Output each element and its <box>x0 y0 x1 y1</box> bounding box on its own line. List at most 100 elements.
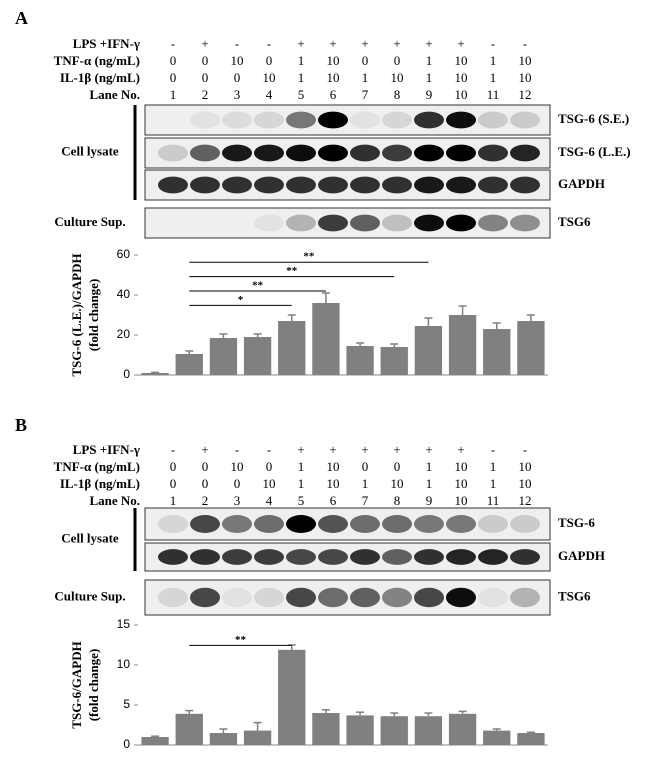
y-tick-label: 0 <box>123 737 130 751</box>
significance-label: ** <box>303 251 315 263</box>
treatment-value: - <box>171 36 175 51</box>
blot-band <box>222 515 252 533</box>
blot-band <box>222 111 252 129</box>
blot-band <box>158 515 188 533</box>
blot-band <box>510 549 540 565</box>
blot-label: TSG-6 (S.E.) <box>558 111 629 126</box>
treatment-value: - <box>235 442 239 457</box>
blot-band <box>446 144 476 162</box>
blot-band <box>382 587 412 608</box>
blot-label: TSG-6 (L.E.) <box>558 144 631 159</box>
blot-band <box>190 111 220 129</box>
significance-label: ** <box>235 634 247 646</box>
blot-label: GAPDH <box>558 176 605 191</box>
blot-band <box>190 144 220 162</box>
blot-band <box>254 549 284 565</box>
treatment-value: - <box>491 36 495 51</box>
treatment-label: TNF-α (ng/mL) <box>54 53 140 68</box>
treatment-value: 0 <box>362 459 369 474</box>
treatment-value: 0 <box>234 70 241 85</box>
group-label: Cell lysate <box>61 530 119 545</box>
treatment-value: - <box>523 442 527 457</box>
y-axis-label: TSG-6/GAPDH <box>69 641 84 728</box>
blot-band <box>382 549 412 565</box>
treatment-value: 9 <box>426 87 433 102</box>
treatment-value: 9 <box>426 493 433 508</box>
treatment-value: 0 <box>202 476 209 491</box>
bar <box>312 713 340 745</box>
bar <box>414 326 443 375</box>
y-tick-label: 15 <box>117 617 131 631</box>
blot-band <box>478 587 508 608</box>
treatment-value: - <box>171 442 175 457</box>
treatment-label: IL-1β (ng/mL) <box>60 476 140 491</box>
blot-band <box>414 587 444 608</box>
blot-band <box>414 176 444 194</box>
treatment-value: 0 <box>170 459 177 474</box>
blot-band <box>382 214 412 232</box>
blot-band <box>350 111 380 129</box>
blot-band <box>382 515 412 533</box>
y-tick-label: 60 <box>117 247 131 261</box>
bar <box>346 346 374 375</box>
blot-band <box>446 515 476 533</box>
blot-band <box>190 515 220 533</box>
treatment-value: 5 <box>298 87 305 102</box>
blot-label: TSG6 <box>558 214 591 229</box>
blot-band <box>254 214 284 232</box>
bar <box>243 337 272 375</box>
treatment-value: 10 <box>263 476 276 491</box>
treatment-value: 3 <box>234 493 241 508</box>
blot-band <box>446 111 476 129</box>
blot-band <box>478 549 508 565</box>
treatment-value: 10 <box>391 476 404 491</box>
blot-band <box>478 515 508 533</box>
treatment-value: - <box>267 36 271 51</box>
blot-band <box>318 549 348 565</box>
blot-band <box>286 111 316 129</box>
treatment-value: 1 <box>362 70 369 85</box>
treatment-value: 11 <box>487 87 500 102</box>
y-axis-label: TSG-6 (L.E.)/GAPDH <box>69 253 84 376</box>
treatment-value: 0 <box>234 476 241 491</box>
blot-band <box>286 144 316 162</box>
y-tick-label: 20 <box>117 327 131 341</box>
blot-band <box>446 587 476 608</box>
bar <box>380 347 408 375</box>
bar <box>278 649 306 745</box>
treatment-label: TNF-α (ng/mL) <box>54 459 140 474</box>
treatment-value: 1 <box>298 459 305 474</box>
bar <box>243 730 272 745</box>
treatment-value: 1 <box>298 53 305 68</box>
treatment-value: - <box>235 36 239 51</box>
blot-band <box>350 144 380 162</box>
treatment-value: + <box>457 442 464 457</box>
y-tick-label: 40 <box>117 287 131 301</box>
bar <box>448 713 477 745</box>
y-tick-label: 0 <box>123 367 130 381</box>
blot-band <box>350 214 380 232</box>
treatment-value: + <box>393 36 400 51</box>
treatment-value: 10 <box>455 53 468 68</box>
treatment-value: 10 <box>231 53 244 68</box>
treatment-value: 0 <box>266 53 273 68</box>
significance-label: ** <box>286 265 298 277</box>
blot-band <box>478 144 508 162</box>
significance-label: * <box>238 294 244 306</box>
treatment-value: 10 <box>519 70 532 85</box>
blot-band <box>510 515 540 533</box>
blot-band <box>318 176 348 194</box>
blot-band <box>286 549 316 565</box>
blot-band <box>286 176 316 194</box>
treatment-value: 0 <box>170 53 177 68</box>
panel-letter: A <box>15 8 28 28</box>
treatment-value: 1 <box>426 70 433 85</box>
treatment-value: + <box>297 36 304 51</box>
blot-band <box>318 214 348 232</box>
treatment-value: 0 <box>394 53 401 68</box>
blot-band <box>382 111 412 129</box>
treatment-value: 10 <box>455 459 468 474</box>
bar <box>483 329 511 375</box>
treatment-value: 7 <box>362 87 369 102</box>
